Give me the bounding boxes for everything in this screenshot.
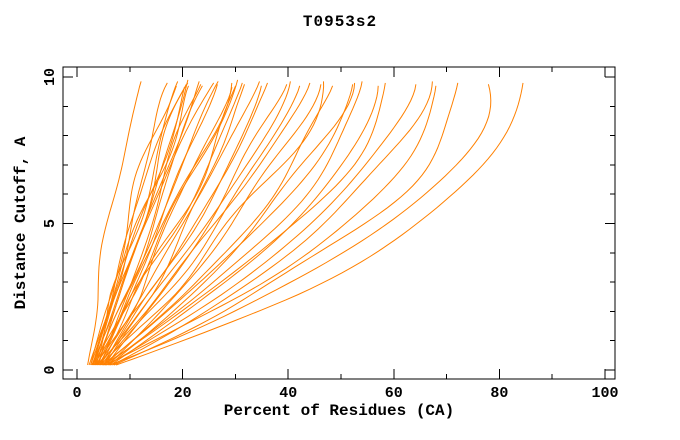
model-curve [96, 82, 311, 366]
x-tick-label: 0 [72, 385, 81, 402]
y-tick-label: 5 [42, 219, 59, 228]
model-curve [102, 85, 301, 366]
y-tick-label: 10 [42, 68, 59, 86]
model-curve [95, 82, 268, 366]
model-curve [104, 85, 334, 366]
model-curve [87, 81, 142, 366]
model-curve [107, 84, 322, 366]
model-curve [91, 82, 215, 366]
model-curve [99, 81, 325, 366]
model-curve [90, 85, 189, 366]
x-tick-label: 100 [591, 385, 618, 402]
model-curve [101, 84, 354, 366]
y-tick-label: 0 [42, 365, 59, 374]
model-curve [101, 85, 262, 366]
x-tick-label: 40 [279, 385, 297, 402]
x-tick-label: 80 [490, 385, 508, 402]
model-curve [104, 84, 245, 366]
model-curve [99, 84, 218, 366]
model-curve [107, 84, 417, 366]
model-curve [112, 81, 433, 366]
model-curve [100, 84, 202, 366]
y-axis-label: Distance Cutoff, A [12, 136, 30, 310]
model-curve [115, 82, 524, 366]
model-curve [108, 82, 356, 366]
x-tick-label: 60 [385, 385, 403, 402]
chart-title: T0953s2 [302, 13, 378, 31]
model-curve [109, 84, 492, 366]
x-tick-label: 20 [174, 385, 192, 402]
model-curve [110, 85, 379, 366]
model-curve [105, 81, 363, 366]
model-curve [92, 81, 200, 366]
model-curve [100, 85, 237, 366]
model-curve [97, 81, 260, 366]
model-curve [103, 87, 233, 366]
model-curve [113, 82, 459, 366]
model-curve [98, 81, 291, 366]
model-curve [93, 82, 243, 366]
model-curve [90, 85, 177, 366]
model-curve [103, 82, 386, 366]
model-curve [94, 81, 219, 366]
model-curve [105, 85, 437, 366]
x-axis-label: Percent of Residues (CA) [223, 402, 455, 420]
